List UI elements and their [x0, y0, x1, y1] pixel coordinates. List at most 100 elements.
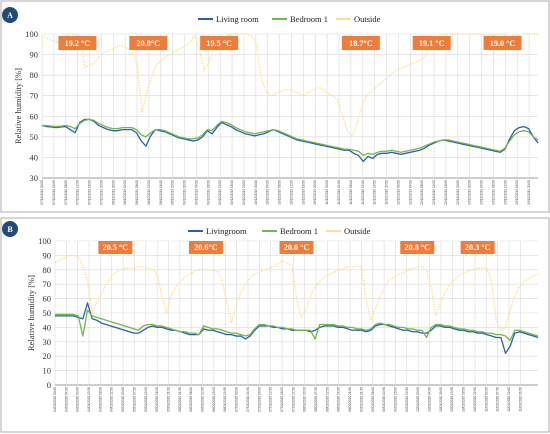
- legend-b-bedroom-label: Bedroom 1: [280, 226, 318, 236]
- x-tick-label: 11/01/2020 03:00: [484, 387, 488, 412]
- x-tick-label: 07/12/2019 20:00: [99, 180, 103, 205]
- series-line-outside: [54, 254, 539, 332]
- y-tick-label: 50: [43, 308, 52, 318]
- x-tick-label: 07/01/2020 22:30: [291, 387, 295, 412]
- x-tick-label: 10/12/2019 04:00: [266, 180, 270, 205]
- x-tick-label: 06/01/2020 19:30: [223, 387, 227, 412]
- x-tick-label: 07/12/2019 04:00: [52, 180, 56, 205]
- x-tick-label: 11/12/2019 00:00: [325, 180, 329, 205]
- x-tick-label: 11/12/2019 12:00: [361, 180, 365, 205]
- legend-a-bedroom-label: Bedroom 1: [290, 14, 328, 24]
- legend-b-outside-label: Outside: [344, 226, 371, 236]
- panel-a-plot-area: [42, 34, 538, 178]
- x-tick-label: 05/01/2020 07:30: [132, 387, 136, 412]
- temperature-label-box: [460, 241, 495, 254]
- x-tick-label: 09/01/2020 06:00: [371, 387, 375, 412]
- x-tick-label: 10/01/2020 09:00: [439, 387, 443, 412]
- series-line-bedroom-1: [55, 309, 539, 342]
- x-tick-label: 10/01/2020 22:30: [473, 387, 477, 412]
- x-tick-label: 12/12/2019 12:00: [432, 180, 436, 205]
- y-tick-label: 80: [43, 265, 52, 275]
- series-line-outside: [41, 33, 538, 138]
- panel-b-badge: B: [2, 221, 18, 237]
- x-tick-label: 08/12/2019 12:00: [147, 180, 151, 205]
- y-tick-label: 90: [43, 250, 52, 260]
- x-tick-label: 06/01/2020 06:00: [189, 387, 193, 412]
- x-tick-label: 09/01/2020 10:30: [382, 387, 386, 412]
- x-tick-label: 13/12/2019 16:00: [515, 180, 519, 205]
- x-tick-label: 05/01/2020 21:00: [166, 387, 170, 412]
- x-tick-label: 10/01/2020 04:30: [428, 387, 432, 412]
- x-tick-label: 07/01/2020 04:30: [246, 387, 250, 412]
- x-tick-label: 13/12/2019 12:00: [503, 180, 507, 205]
- x-tick-label: 12/12/2019 16:00: [444, 180, 448, 205]
- x-tick-label: 10/12/2019 00:00: [254, 180, 258, 205]
- x-tick-label: 09/12/2019 00:00: [183, 180, 187, 205]
- x-tick-label: 08/01/2020 07:30: [314, 387, 318, 412]
- y-tick-label: 20: [43, 351, 52, 361]
- y-tick-label: 50: [30, 132, 39, 142]
- temperature-label: 19.2 °C: [65, 39, 91, 48]
- y-tick-label: 70: [30, 91, 39, 101]
- panel-a-y-axis-label: Relative humidity [%]: [13, 68, 23, 144]
- legend-a-living-label: Living room: [216, 14, 259, 24]
- x-tick-label: 04/01/2020 09:00: [76, 387, 80, 412]
- temperature-label: 19.1 °C: [419, 39, 445, 48]
- x-tick-label: 11/12/2019 20:00: [385, 180, 389, 205]
- y-tick-label: 60: [43, 294, 52, 304]
- temperature-label-box: [341, 36, 380, 50]
- x-tick-label: 07/01/2020 18:00: [280, 387, 284, 412]
- temperature-label-box: [279, 241, 314, 254]
- x-tick-label: 08/12/2019 04:00: [123, 180, 127, 205]
- x-tick-label: 07/01/2020 09:00: [257, 387, 261, 412]
- x-tick-label: 04/01/2020 13:30: [87, 387, 91, 412]
- series-line-living-room: [41, 118, 539, 163]
- temperature-label-box: [98, 241, 133, 254]
- x-tick-label: 05/01/2020 12:00: [144, 387, 148, 412]
- x-tick-label: 12/12/2019 20:00: [456, 180, 460, 205]
- x-tick-label: 06/01/2020 15:00: [212, 387, 216, 412]
- temperature-label: 20.5 °C: [103, 243, 129, 252]
- x-tick-label: 05/01/2020 16:30: [155, 387, 159, 412]
- y-tick-label: 100: [38, 236, 51, 246]
- temperature-label-box: [188, 241, 223, 254]
- x-tick-label: 13/12/2019 00:00: [468, 180, 472, 205]
- y-tick-label: 30: [43, 337, 52, 347]
- x-tick-label: 09/12/2019 12:00: [218, 180, 222, 205]
- x-tick-label: 09/01/2020 01:30: [359, 387, 363, 412]
- legend-b-living-label: Livingroom: [206, 226, 247, 236]
- temperature-label-box: [483, 36, 522, 50]
- x-tick-label: 06/01/2020 01:30: [178, 387, 182, 412]
- temperature-label-box: [58, 36, 97, 50]
- x-tick-label: 04/01/2020 22:30: [110, 387, 114, 412]
- panel-a-lines: [41, 33, 539, 163]
- y-tick-label: 30: [30, 173, 39, 183]
- temperature-label: 20.0°C: [137, 39, 161, 48]
- temperature-label: 20.8 °C: [404, 243, 430, 252]
- x-tick-label: 08/01/2020 03:00: [303, 387, 307, 412]
- y-tick-label: 60: [30, 111, 39, 121]
- x-tick-label: 08/01/2020 21:00: [348, 387, 352, 412]
- x-tick-label: 11/12/2019 08:00: [349, 180, 353, 205]
- y-tick-label: 70: [43, 279, 52, 289]
- x-tick-label: 09/01/2020 19:30: [405, 387, 409, 412]
- temperature-label-box: [400, 241, 435, 254]
- legend-a-outside-label: Outside: [354, 14, 381, 24]
- x-tick-label: 09/01/2020 15:00: [393, 387, 397, 412]
- x-tick-label: 12/12/2019 08:00: [420, 180, 424, 205]
- x-tick-label: 12/12/2019 00:00: [396, 180, 400, 205]
- y-tick-label: 40: [30, 152, 39, 162]
- x-tick-label: 12/12/2019 04:00: [408, 180, 412, 205]
- x-tick-label: 05/01/2020 03:00: [121, 387, 125, 412]
- x-tick-label: 08/12/2019 00:00: [111, 180, 115, 205]
- x-tick-label: 06/01/2020 10:30: [201, 387, 205, 412]
- y-tick-label: 80: [30, 70, 39, 80]
- x-tick-label: 10/01/2020 00:00: [416, 387, 420, 412]
- y-tick-label: 90: [30, 50, 39, 60]
- x-tick-label: 11/01/2020 07:30: [496, 387, 500, 412]
- x-tick-label: 07/12/2019 12:00: [76, 180, 80, 205]
- x-tick-label: 09/12/2019 04:00: [194, 180, 198, 205]
- panel-a-temperature-labels: 19.2 °C 20.0°C 19.5 °C 18.7°C 19.1 °C 19.0 °C: [58, 36, 522, 50]
